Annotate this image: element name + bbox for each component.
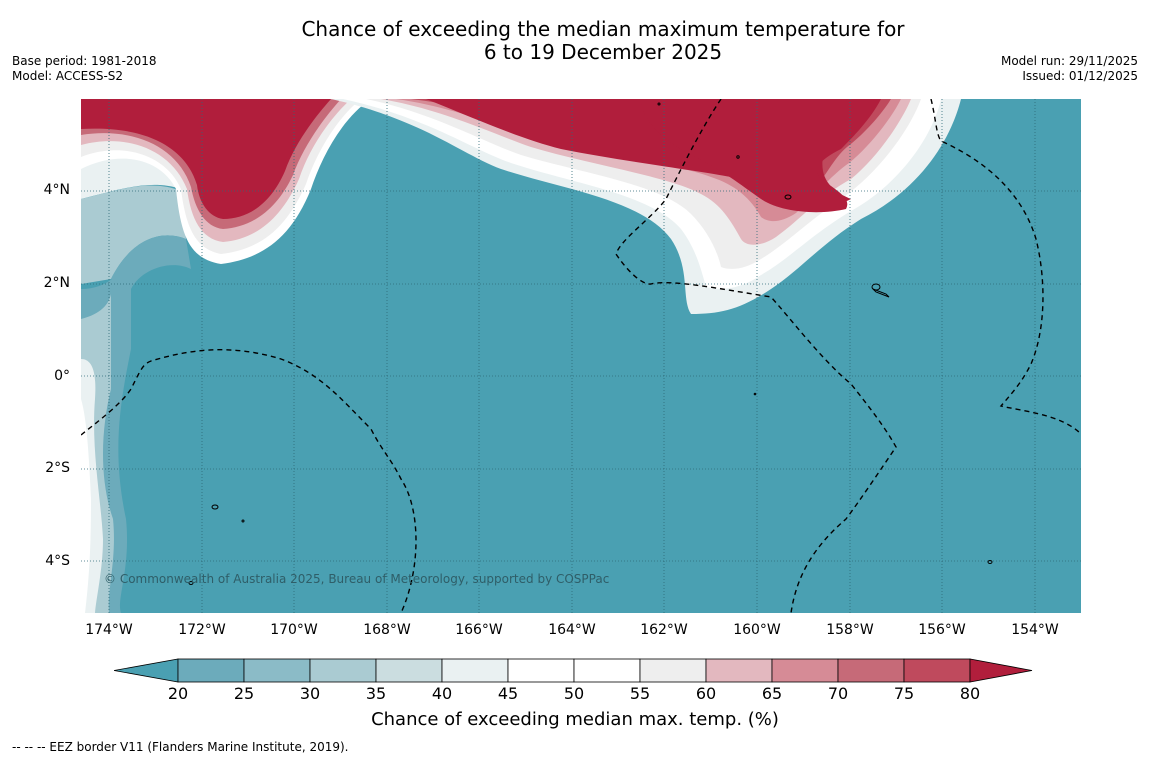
forecast-map <box>81 99 1081 613</box>
model-run: Model run: 29/11/2025 <box>1000 54 1138 68</box>
model-name: Model: ACCESS-S2 <box>12 69 124 83</box>
northeast-warm-region <box>331 99 961 314</box>
colorbar-cell <box>507 658 575 683</box>
lon-tick-154w: 154°W <box>1011 622 1059 638</box>
colorbar-tick: 30 <box>299 684 321 703</box>
colorbar <box>114 658 1033 683</box>
lon-tick-174w: 174°W <box>85 622 133 638</box>
colorbar-tick: 25 <box>233 684 255 703</box>
lon-tick-158w: 158°W <box>826 622 874 638</box>
lat-tick-0: 0° <box>54 368 70 384</box>
colorbar-tick: 80 <box>959 684 981 703</box>
colorbar-tick: 20 <box>167 684 189 703</box>
colorbar-cell <box>375 658 443 683</box>
northwest-warm-region <box>81 99 371 289</box>
eez-border-west <box>81 349 417 613</box>
eez-legend-note: -- -- -- EEZ border V11 (Flanders Marine… <box>12 740 349 754</box>
eez-border-central <box>615 99 897 613</box>
island-9 <box>987 560 993 564</box>
lon-tick-162w: 162°W <box>640 622 688 638</box>
lat-tick-4s: 4°S <box>45 553 70 569</box>
colorbar-tick: 70 <box>827 684 849 703</box>
lon-tick-168w: 168°W <box>363 622 411 638</box>
colorbar-cell <box>177 658 245 683</box>
colorbar-cell <box>903 658 971 683</box>
chart-title: Chance of exceeding the median maximum t… <box>200 18 1006 64</box>
lat-tick-2s: 2°S <box>45 460 70 476</box>
colorbar-cell <box>309 658 377 683</box>
colorbar-cell <box>441 658 509 683</box>
colorbar-tick: 65 <box>761 684 783 703</box>
island-5 <box>241 519 245 523</box>
colorbar-tick: 50 <box>563 684 585 703</box>
lat-tick-2n: 2°N <box>43 275 70 291</box>
title-line-1: Chance of exceeding the median maximum t… <box>301 17 905 41</box>
colorbar-cell <box>639 658 707 683</box>
lon-tick-160w: 160°W <box>733 622 781 638</box>
meta-right: Model run: 29/11/2025 Issued: 01/12/2025 <box>1001 54 1138 84</box>
colorbar-cell <box>243 658 311 683</box>
colorbar-cell <box>771 658 839 683</box>
issued-date: Issued: 01/12/2025 <box>1022 69 1138 83</box>
lon-tick-164w: 164°W <box>548 622 596 638</box>
lat-tick-4n: 4°N <box>43 182 70 198</box>
colorbar-extend-low <box>114 658 179 683</box>
west-gradient-region <box>81 259 131 613</box>
colorbar-tick: 45 <box>497 684 519 703</box>
island-10 <box>753 392 757 396</box>
colorbar-tick: 55 <box>629 684 651 703</box>
base-period: Base period: 1981-2018 <box>12 54 157 68</box>
lon-tick-172w: 172°W <box>178 622 226 638</box>
island-3 <box>872 288 890 298</box>
island-8 <box>657 102 661 106</box>
island-6 <box>188 581 194 585</box>
colorbar-tick: 40 <box>431 684 453 703</box>
colorbar-tick: 75 <box>893 684 915 703</box>
colorbar-extend-high <box>969 658 1033 683</box>
eez-borders <box>81 99 1081 613</box>
colorbar-cell <box>705 658 773 683</box>
lon-tick-166w: 166°W <box>455 622 503 638</box>
copyright-notice: © Commonwealth of Australia 2025, Bureau… <box>104 572 610 586</box>
meta-left: Base period: 1981-2018 Model: ACCESS-S2 <box>12 54 157 84</box>
island-4 <box>211 504 219 510</box>
title-line-2: 6 to 19 December 2025 <box>483 40 723 64</box>
colorbar-cell <box>837 658 905 683</box>
colorbar-label: Chance of exceeding median max. temp. (%… <box>371 709 779 730</box>
lon-tick-170w: 170°W <box>270 622 318 638</box>
islands <box>188 102 993 585</box>
colorbar-cell <box>573 658 641 683</box>
island-7 <box>736 155 740 159</box>
island-1 <box>784 194 792 200</box>
colorbar-tick: 60 <box>695 684 717 703</box>
lon-tick-156w: 156°W <box>918 622 966 638</box>
colorbar-tick: 35 <box>365 684 387 703</box>
